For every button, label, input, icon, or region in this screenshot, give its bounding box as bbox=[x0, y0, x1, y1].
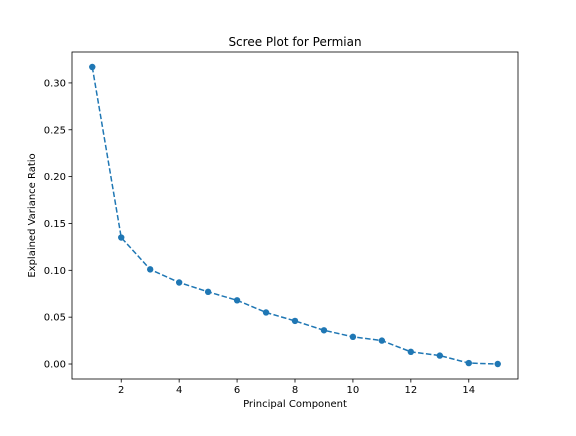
y-tick-label: 0.20 bbox=[44, 172, 66, 183]
series-markers bbox=[89, 63, 501, 368]
y-axis-label: Explained Variance Ratio bbox=[27, 153, 38, 277]
x-axis-ticks: 2 4 6 8 10 12 14 bbox=[118, 379, 475, 396]
data-point-pc-8 bbox=[291, 317, 299, 325]
plot-frame bbox=[71, 51, 519, 380]
chart-title: Scree Plot for Permian bbox=[228, 35, 361, 49]
y-tick-label: 0.30 bbox=[44, 78, 66, 89]
x-tick-label: 14 bbox=[462, 385, 475, 396]
data-point-pc-14 bbox=[465, 359, 472, 367]
x-tick-label: 10 bbox=[347, 385, 360, 396]
data-point-pc-7 bbox=[262, 309, 270, 316]
x-tick-label: 6 bbox=[234, 385, 240, 396]
y-tick-label: 0.05 bbox=[44, 313, 66, 324]
data-point-pc-10 bbox=[349, 333, 357, 341]
data-point-pc-9 bbox=[320, 327, 328, 334]
data-point-pc-13 bbox=[436, 352, 444, 359]
data-point-pc-12 bbox=[407, 348, 415, 356]
y-tick-label: 0.15 bbox=[44, 219, 66, 230]
y-tick-label: 0.00 bbox=[44, 360, 66, 371]
x-tick-label: 12 bbox=[404, 385, 417, 396]
y-tick-label: 0.10 bbox=[44, 266, 66, 277]
data-point-pc-15 bbox=[494, 360, 501, 368]
data-point-pc-1 bbox=[89, 63, 96, 71]
data-point-pc-4 bbox=[175, 279, 183, 286]
x-tick-label: 4 bbox=[176, 385, 182, 396]
series-line bbox=[91, 66, 498, 365]
data-point-pc-2 bbox=[118, 234, 125, 241]
x-axis-label: Principal Component bbox=[243, 399, 347, 410]
data-point-pc-6 bbox=[233, 297, 241, 304]
x-tick-label: 8 bbox=[292, 385, 298, 396]
y-tick-label: 0.25 bbox=[44, 125, 66, 136]
data-point-pc-5 bbox=[204, 288, 212, 296]
data-point-pc-3 bbox=[146, 266, 154, 273]
x-tick-label: 2 bbox=[118, 385, 124, 396]
y-axis-ticks: 0.00 0.05 0.10 0.15 0.20 0.25 0.30 bbox=[44, 78, 72, 371]
data-point-pc-11 bbox=[378, 337, 386, 344]
